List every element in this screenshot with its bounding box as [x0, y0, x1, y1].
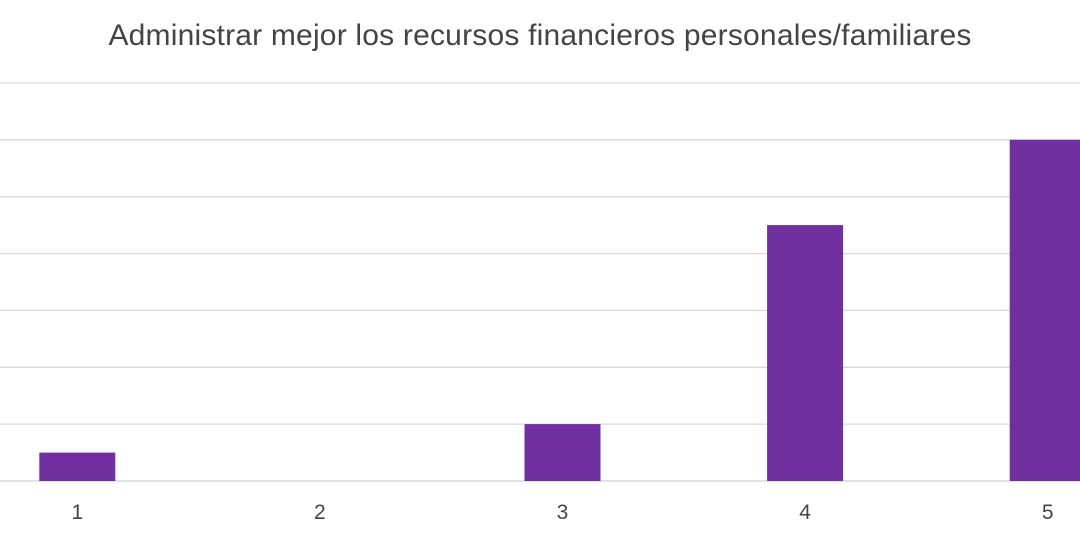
- x-tick-label: 4: [799, 501, 811, 524]
- chart-title: Administrar mejor los recursos financier…: [108, 19, 972, 52]
- x-tick-label: 1: [71, 501, 83, 524]
- bar-4: [767, 225, 844, 481]
- bar-5: [1009, 139, 1080, 482]
- bars: [39, 139, 1080, 482]
- x-tick-label: 3: [557, 501, 569, 524]
- x-tick-labels: 1 2 3 4 5: [71, 501, 1053, 524]
- x-tick-label: 5: [1042, 501, 1054, 524]
- x-tick-label: 2: [314, 501, 326, 524]
- bar-3: [524, 424, 601, 481]
- gridlines: [0, 82, 1080, 482]
- bar-1: [39, 452, 116, 481]
